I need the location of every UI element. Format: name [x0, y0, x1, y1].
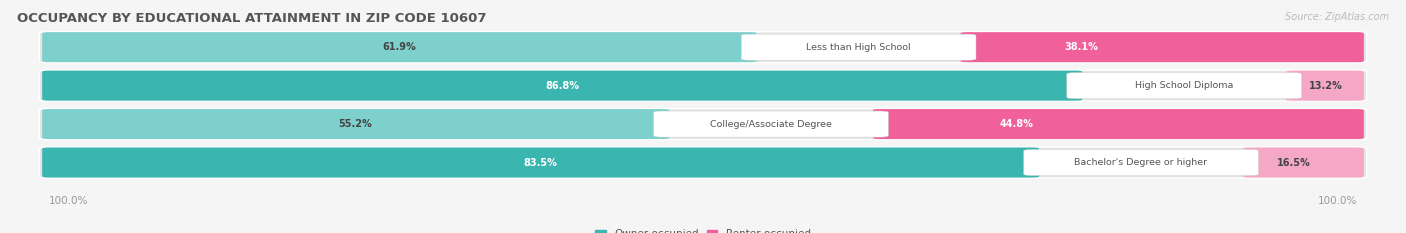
- Text: 13.2%: 13.2%: [1309, 81, 1343, 91]
- Text: 55.2%: 55.2%: [339, 119, 373, 129]
- FancyBboxPatch shape: [1286, 71, 1364, 101]
- FancyBboxPatch shape: [960, 32, 1364, 62]
- Text: 44.8%: 44.8%: [1000, 119, 1033, 129]
- Text: 38.1%: 38.1%: [1064, 42, 1098, 52]
- FancyBboxPatch shape: [741, 34, 976, 60]
- FancyBboxPatch shape: [873, 109, 1364, 139]
- FancyBboxPatch shape: [42, 71, 1083, 101]
- Legend: Owner-occupied, Renter-occupied: Owner-occupied, Renter-occupied: [595, 230, 811, 233]
- Text: 61.9%: 61.9%: [382, 42, 416, 52]
- Text: High School Diploma: High School Diploma: [1135, 81, 1233, 90]
- FancyBboxPatch shape: [42, 147, 1039, 178]
- FancyBboxPatch shape: [42, 32, 756, 62]
- FancyBboxPatch shape: [39, 109, 1367, 140]
- Text: 83.5%: 83.5%: [523, 158, 558, 168]
- FancyBboxPatch shape: [1024, 150, 1258, 175]
- Text: Source: ZipAtlas.com: Source: ZipAtlas.com: [1285, 12, 1389, 22]
- FancyBboxPatch shape: [39, 147, 1367, 178]
- FancyBboxPatch shape: [1243, 147, 1364, 178]
- Text: Bachelor's Degree or higher: Bachelor's Degree or higher: [1074, 158, 1208, 167]
- FancyBboxPatch shape: [39, 32, 1367, 63]
- Text: 86.8%: 86.8%: [546, 81, 579, 91]
- Text: Less than High School: Less than High School: [806, 43, 911, 52]
- Text: College/Associate Degree: College/Associate Degree: [710, 120, 832, 129]
- FancyBboxPatch shape: [42, 109, 669, 139]
- FancyBboxPatch shape: [654, 111, 889, 137]
- Text: 100.0%: 100.0%: [1317, 196, 1357, 206]
- Text: 16.5%: 16.5%: [1277, 158, 1310, 168]
- Text: 100.0%: 100.0%: [49, 196, 89, 206]
- FancyBboxPatch shape: [39, 70, 1367, 101]
- Text: OCCUPANCY BY EDUCATIONAL ATTAINMENT IN ZIP CODE 10607: OCCUPANCY BY EDUCATIONAL ATTAINMENT IN Z…: [17, 12, 486, 25]
- FancyBboxPatch shape: [1067, 73, 1302, 99]
